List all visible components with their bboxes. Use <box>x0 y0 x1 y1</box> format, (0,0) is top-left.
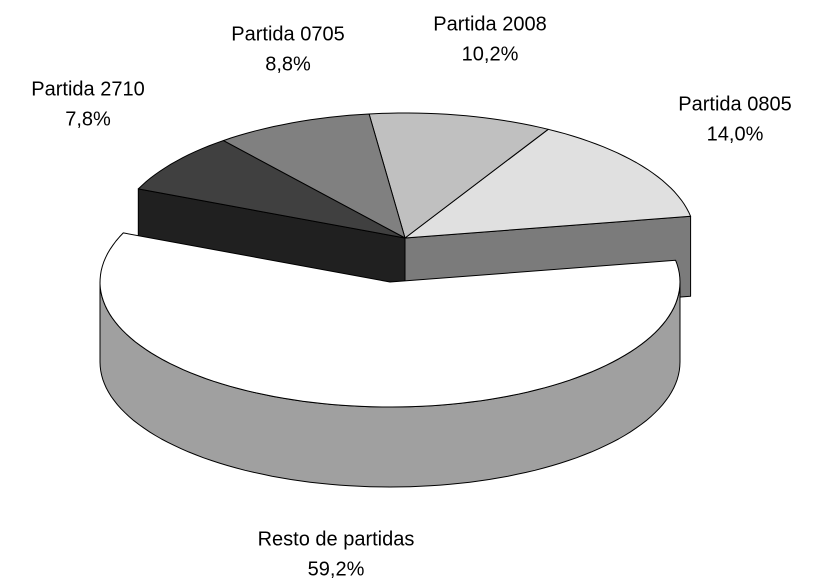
slice-label: Partida 0705 <box>231 23 344 45</box>
slice-label: Resto de partidas <box>258 528 415 550</box>
slice <box>222 113 406 239</box>
slice <box>137 140 406 239</box>
slice-value-label: 14,0% <box>707 123 764 145</box>
slice-label: Partida 2710 <box>31 78 144 100</box>
slice-value-label: 7,8% <box>65 108 111 130</box>
slice-value-label: 8,8% <box>265 53 311 75</box>
slice-label: Partida 0805 <box>678 93 791 115</box>
slice-label: Partida 2008 <box>433 13 546 35</box>
slice <box>99 232 681 408</box>
slice <box>368 112 549 239</box>
slice-value-label: 10,2% <box>462 43 519 65</box>
slice-value-label: 59,2% <box>308 558 365 580</box>
slice <box>404 128 692 239</box>
